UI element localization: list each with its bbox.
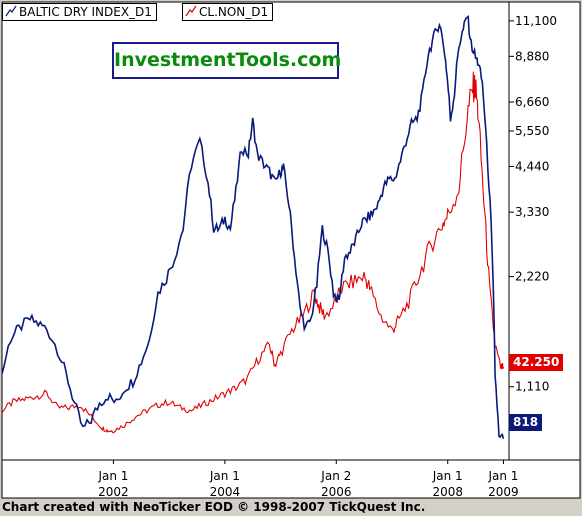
legend-item-crude[interactable]: CL.NON_D1 [182,3,274,21]
y-tick-label: 8,880 [515,49,549,63]
watermark-logo: InvestmentTools.com [112,42,341,79]
x-tick-label-bottom: 2009 [488,485,519,499]
series-lines [1,15,505,439]
y-tick-label: 2,220 [515,270,549,284]
legend-label: CL.NON_D1 [199,5,269,19]
series-line-baltic-dry-index [1,15,505,439]
y-axis-panel [508,1,581,461]
x-tick-label-bottom: 2002 [98,485,129,499]
x-tick-label-top: Jan 1 [97,469,128,483]
last-value-badge-baltic: 818 [509,414,543,431]
x-tick-label-bottom: 2004 [210,485,241,499]
y-tick-label: 4,440 [515,159,549,173]
y-tick-label: 3,330 [515,205,549,219]
y-tick-label: 6,660 [515,95,549,109]
x-tick-label-top: Jan 1 [209,469,240,483]
y-tick-label: 11,100 [515,14,557,28]
y-tick-label: 5,550 [515,124,549,138]
x-tick-label-bottom: 2008 [432,485,463,499]
line-series-icon [185,4,199,20]
chart-credit: Chart created with NeoTicker EOD © 1998-… [2,500,426,514]
x-axis-ticks: Jan 1 2002 Jan 1 2004 Jan 2 2006 Jan 1 2008 Jan … [97,460,519,499]
y-axis-ticks: 11,100 8,880 6,660 5,550 4,440 3,330 2,220 1,11… [509,14,557,394]
last-value-badge-crude: 42.250 [509,354,564,371]
legend-label: BALTIC DRY INDEX_D1 [19,5,152,19]
x-tick-label-top: Jan 1 [487,469,518,483]
x-tick-label-top: Jan 2 [320,469,351,483]
x-tick-label-top: Jan 1 [432,469,463,483]
x-axis-panel [1,459,581,499]
line-series-icon [5,4,19,20]
x-tick-label-bottom: 2006 [321,485,352,499]
legend-item-baltic[interactable]: BALTIC DRY INDEX_D1 [2,3,157,21]
series-line-crude-oil [1,71,504,434]
y-tick-label: 1,110 [515,380,549,394]
